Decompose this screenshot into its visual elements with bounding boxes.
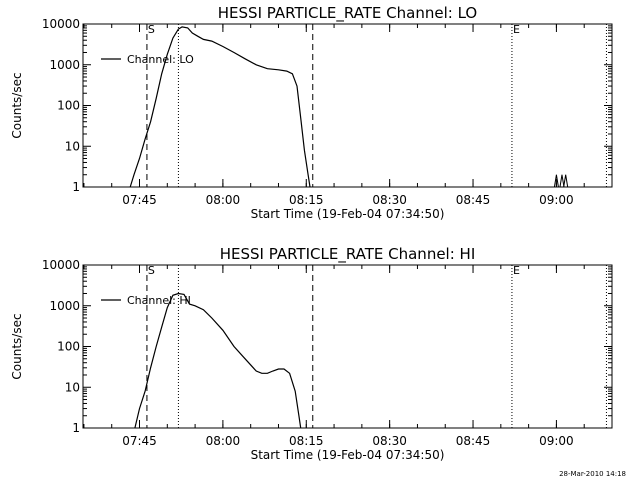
x-tick-label: 09:00 [539,434,574,448]
legend-label: Channel: LO [127,53,194,66]
x-tick-label: 08:15 [289,434,324,448]
y-tick-label: 1 [72,180,80,194]
chart-title: HESSI PARTICLE_RATE Channel: HI [220,245,476,264]
x-tick-label: 08:45 [456,434,491,448]
y-tick-label: 10000 [42,258,80,272]
footer-timestamp: 28-Mar-2010 14:18 [559,470,626,478]
x-tick-label: 08:15 [289,193,324,207]
y-tick-label: 10 [65,380,80,394]
legend-label: Channel: HI [127,294,191,307]
x-tick-label: 07:45 [122,193,157,207]
x-tick-label: 08:00 [206,193,241,207]
x-tick-label: 08:30 [372,193,407,207]
panel-hi: HESSI PARTICLE_RATE Channel: HI 1 10 100 100… [10,245,613,462]
time-marker-label: S [148,264,155,277]
y-axis-label: Counts/sec [10,72,24,138]
x-axis-label: Start Time (19-Feb-04 07:34:50) [251,207,445,221]
x-axis-label: Start Time (19-Feb-04 07:34:50) [251,448,445,462]
y-tick-label: 1000 [49,58,80,72]
plot-frame [82,23,613,188]
panel-lo: HESSI PARTICLE_RATE Channel: LO 1 10 100 100… [10,4,613,221]
plot-frame [82,264,613,429]
chart-title: HESSI PARTICLE_RATE Channel: LO [218,4,477,23]
series-spike [563,174,569,188]
time-marker-label: E [513,23,520,36]
series-spike [553,174,559,188]
y-axis-label: Counts/sec [10,313,24,379]
x-tick-label: 07:45 [122,434,157,448]
y-tick-label: 1000 [49,299,80,313]
x-tick-label: 08:45 [456,193,491,207]
time-marker-label: S [148,23,155,36]
x-tick-label: 08:30 [372,434,407,448]
y-tick-label: 10 [65,139,80,153]
x-tick-label: 08:00 [206,434,241,448]
time-marker-label: E [513,264,520,277]
series-line [134,292,302,429]
series-line [129,26,311,188]
series-spike [559,174,565,188]
y-tick-label: 10000 [42,17,80,31]
y-tick-label: 100 [57,340,80,354]
y-tick-label: 100 [57,99,80,113]
x-tick-label: 09:00 [539,193,574,207]
y-tick-label: 1 [72,421,80,435]
